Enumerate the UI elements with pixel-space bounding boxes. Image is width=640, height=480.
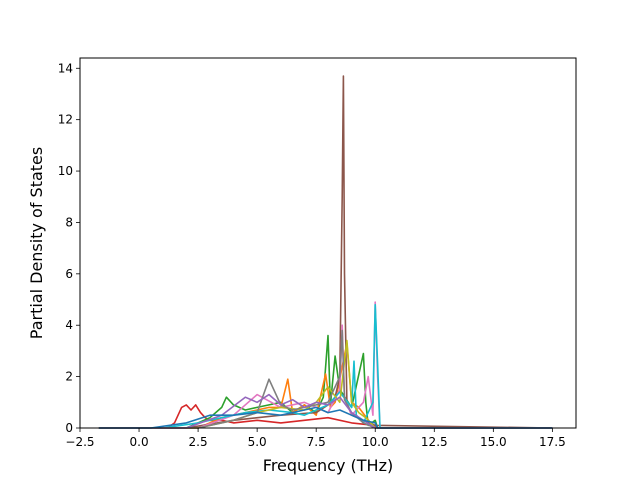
pdos-series-line-2 (98, 334, 553, 429)
x-tick-label: 17.5 (539, 435, 566, 449)
y-tick-label: 10 (58, 164, 73, 178)
x-tick-label: 10.0 (362, 435, 389, 449)
x-tick-label: 0.0 (130, 435, 149, 449)
x-tick-label: 2.5 (189, 435, 208, 449)
pdos-series-line-1 (98, 404, 553, 429)
y-axis-ticks: 0 2 4 6 8 10 12 14 (58, 61, 80, 435)
plot-frame (79, 57, 577, 429)
y-tick-label: 0 (65, 421, 73, 435)
x-tick-label: 5.0 (248, 435, 267, 449)
pdos-series-line-9 (98, 393, 553, 429)
pdos-series-line-10 (98, 406, 553, 429)
y-tick-label: 4 (65, 318, 73, 332)
y-tick-label: 8 (65, 215, 73, 229)
x-axis-ticks: −2.5 0.0 2.5 5.0 7.5 10.0 12.5 15.0 17.5 (65, 428, 566, 449)
x-tick-label: −2.5 (65, 435, 94, 449)
y-tick-label: 12 (58, 113, 73, 127)
x-tick-label: 15.0 (480, 435, 507, 449)
series-layer (98, 75, 553, 429)
y-axis-title: Partial Density of States (27, 147, 46, 339)
x-axis-title: Frequency (THz) (263, 456, 393, 475)
y-tick-label: 2 (65, 370, 73, 384)
x-tick-label: 12.5 (421, 435, 448, 449)
y-tick-label: 14 (58, 61, 73, 75)
x-tick-label: 7.5 (307, 435, 326, 449)
y-tick-label: 6 (65, 267, 73, 281)
pdos-series-line-6 (98, 303, 553, 429)
pdos-series-line-7 (98, 339, 553, 429)
